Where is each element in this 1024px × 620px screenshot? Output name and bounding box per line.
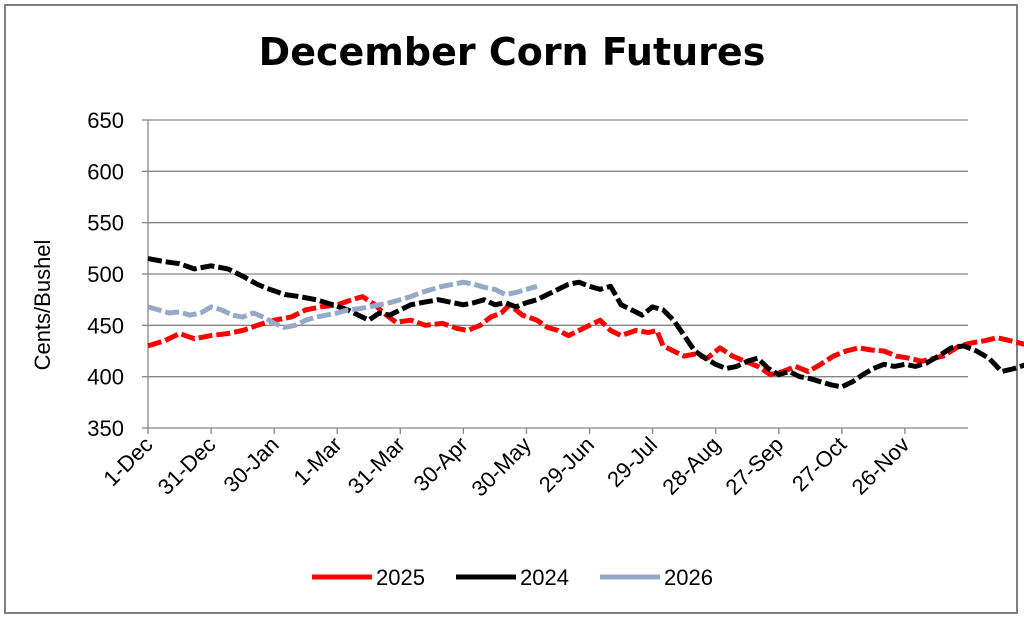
y-tick-600: 600: [87, 159, 124, 184]
x-tick-30-Apr: 30-Apr: [409, 432, 473, 496]
y-tick-450: 450: [87, 313, 124, 338]
chart-title: December Corn Futures: [258, 30, 766, 74]
y-tick-350: 350: [87, 416, 124, 441]
chart-frame: [4, 4, 1018, 614]
y-tick-550: 550: [87, 211, 124, 236]
y-tick-500: 500: [87, 262, 124, 287]
series-line-2025: [147, 294, 1024, 378]
series-line-2026: [147, 279, 538, 330]
x-tick-31-Dec: 31-Dec: [153, 432, 221, 500]
y-tick-400: 400: [87, 365, 124, 390]
legend-label-2024: 2024: [520, 565, 569, 590]
series-lines: [147, 256, 1024, 390]
legend: 2025 2024 2026: [312, 565, 713, 590]
x-tick-29-Jun: 29-Jun: [534, 432, 599, 497]
x-tick-1-Mar: 1-Mar: [288, 432, 346, 490]
x-tick-27-Sep: 27-Sep: [720, 432, 788, 500]
y-tick-650: 650: [87, 108, 124, 133]
gridlines: [142, 119, 968, 429]
x-tick-29-Jul: 29-Jul: [602, 432, 662, 492]
x-tick-28-Aug: 28-Aug: [657, 432, 725, 500]
x-tick-31-Mar: 31-Mar: [343, 432, 410, 499]
x-tick-30-Jan: 30-Jan: [218, 432, 283, 497]
series-line-2024: [147, 256, 1024, 390]
y-tick-labels: 350 400 450 500 550 600 650: [87, 108, 124, 441]
x-tick-30-May: 30-May: [466, 432, 536, 502]
y-axis-title: Cents/Bushel: [30, 240, 55, 371]
legend-label-2026: 2026: [664, 565, 713, 590]
x-tick-27-Oct: 27-Oct: [787, 432, 851, 496]
x-tick-26-Nov: 26-Nov: [847, 432, 915, 500]
legend-label-2025: 2025: [376, 565, 425, 590]
axes: [147, 120, 968, 434]
